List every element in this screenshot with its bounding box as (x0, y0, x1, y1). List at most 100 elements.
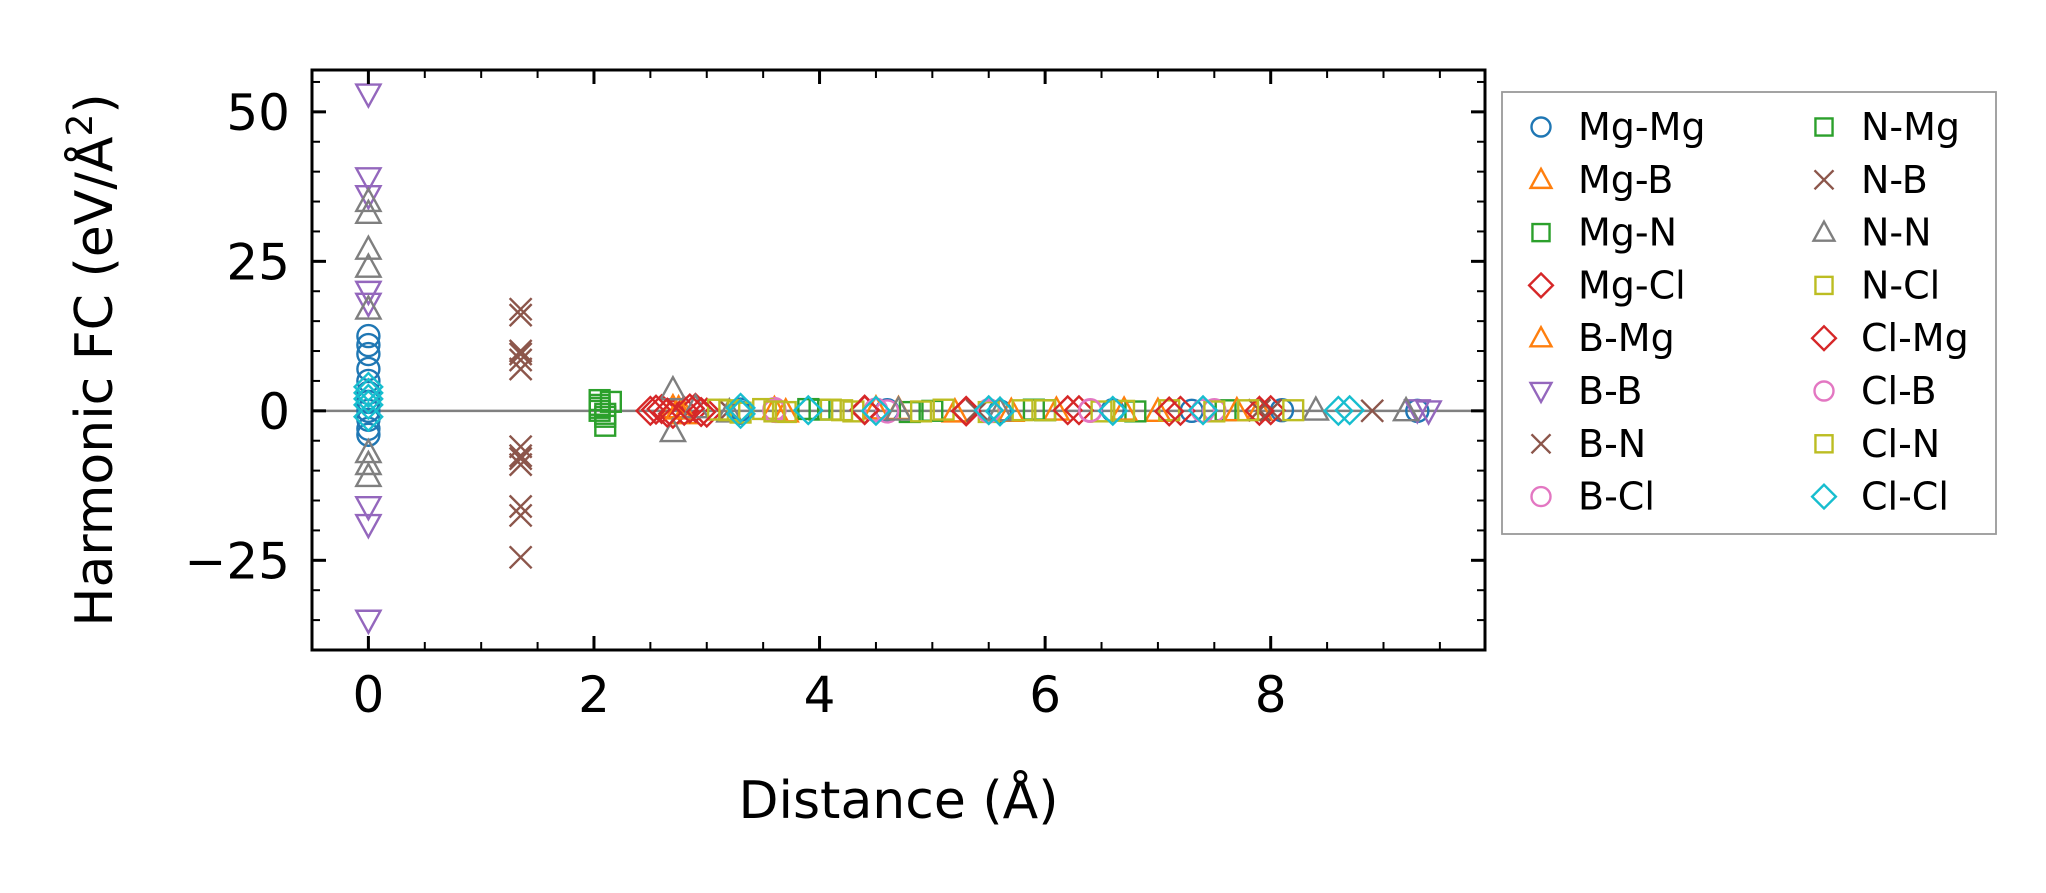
data-point (354, 461, 383, 488)
data-point (1414, 400, 1443, 426)
y-tick-label: 50 (226, 84, 290, 142)
data-point (354, 294, 383, 320)
y-tick-label: 0 (258, 383, 290, 441)
legend-label: Mg-N (1578, 211, 1677, 255)
data-point (508, 452, 533, 477)
legend-label: N-N (1861, 211, 1932, 255)
data-point (1052, 394, 1084, 426)
data-point (1165, 395, 1196, 427)
data-point (1187, 394, 1219, 426)
data-point (356, 341, 381, 367)
data-point (508, 297, 533, 322)
data-point (508, 303, 533, 328)
data-point (1243, 395, 1275, 427)
legend-label: B-Mg (1578, 316, 1675, 360)
data-point (1153, 395, 1185, 427)
data-point (718, 399, 741, 422)
data-point (646, 393, 678, 425)
data-point (792, 394, 824, 426)
legend-marker (1813, 380, 1835, 402)
data-point (1158, 399, 1181, 422)
data-point (1282, 399, 1305, 422)
legend-entry: Cl-N (1814, 422, 1940, 466)
legend-marker (1814, 117, 1834, 137)
series-n-b (508, 342, 1272, 471)
legend-entry: N-Cl (1814, 263, 1940, 307)
data-point (354, 167, 383, 193)
data-point (1255, 394, 1287, 426)
legend-entry: Cl-B (1813, 369, 1937, 413)
data-point (1143, 396, 1173, 422)
data-point (863, 398, 889, 423)
series-b-n (508, 297, 1385, 570)
data-point (1112, 399, 1136, 422)
data-point (1097, 395, 1129, 427)
data-point (354, 234, 383, 260)
legend-marker (1528, 324, 1554, 348)
data-point (1245, 395, 1274, 421)
legend-label: Mg-B (1578, 158, 1673, 202)
data-point (763, 400, 786, 423)
data-point (354, 185, 383, 211)
legend-entry: N-Mg (1814, 105, 1960, 149)
data-point (725, 398, 757, 430)
x-tick-label: 6 (1029, 666, 1061, 724)
data-point (352, 383, 384, 415)
data-point (508, 434, 533, 459)
data-point (508, 342, 533, 366)
axis-tick-labels: 0 2 4 6 8 −25 0 25 50 (184, 84, 1286, 724)
data-point (861, 393, 891, 420)
legend-entry: Mg-B (1528, 158, 1673, 202)
data-point (1022, 398, 1045, 421)
data-point (508, 443, 533, 468)
plot-area-frame (310, 68, 1487, 652)
x-tick-label: 4 (804, 666, 836, 724)
data-point (594, 402, 617, 425)
data-point (849, 394, 881, 426)
data-point (356, 422, 381, 447)
data-point (664, 393, 693, 420)
data-point (356, 332, 381, 358)
data-point (921, 399, 944, 422)
legend-marker (1530, 116, 1552, 138)
data-point (354, 495, 383, 522)
data-point (950, 395, 982, 427)
data-point (508, 348, 533, 372)
data-point (508, 545, 533, 570)
data-point (354, 292, 383, 319)
data-point (658, 374, 688, 401)
legend-label: Cl-Cl (1861, 475, 1949, 519)
series-b-b (354, 83, 1443, 636)
series-cl-mg (640, 392, 1275, 429)
x-tick-label: 0 (352, 666, 384, 724)
legend-box (1501, 91, 1997, 535)
data-point (898, 400, 921, 424)
legend-label: B-Cl (1578, 475, 1655, 519)
legend-marker (1527, 271, 1555, 299)
legend-marker (1810, 324, 1838, 352)
data-point (508, 494, 533, 519)
data-point (691, 397, 723, 429)
data-point (1090, 400, 1113, 423)
data-point (588, 396, 611, 419)
legend-marker (1528, 166, 1554, 190)
data-point (831, 399, 854, 422)
data-point (599, 390, 622, 413)
legend-label: N-Cl (1861, 263, 1940, 307)
data-point (984, 395, 1016, 427)
legend-label: Mg-Mg (1578, 105, 1706, 149)
legend-label: B-B (1578, 369, 1643, 413)
data-point (1190, 398, 1216, 424)
data-point (674, 392, 706, 424)
data-point (985, 395, 1015, 422)
data-point (508, 446, 533, 471)
data-point (1042, 395, 1071, 421)
data-point (860, 395, 892, 427)
data-point (808, 398, 831, 421)
data-point (352, 401, 384, 433)
data-point (356, 323, 381, 349)
x-tick-label: 8 (1255, 666, 1287, 724)
legend-entry: Cl-Mg (1810, 316, 1969, 360)
data-point (352, 377, 384, 409)
